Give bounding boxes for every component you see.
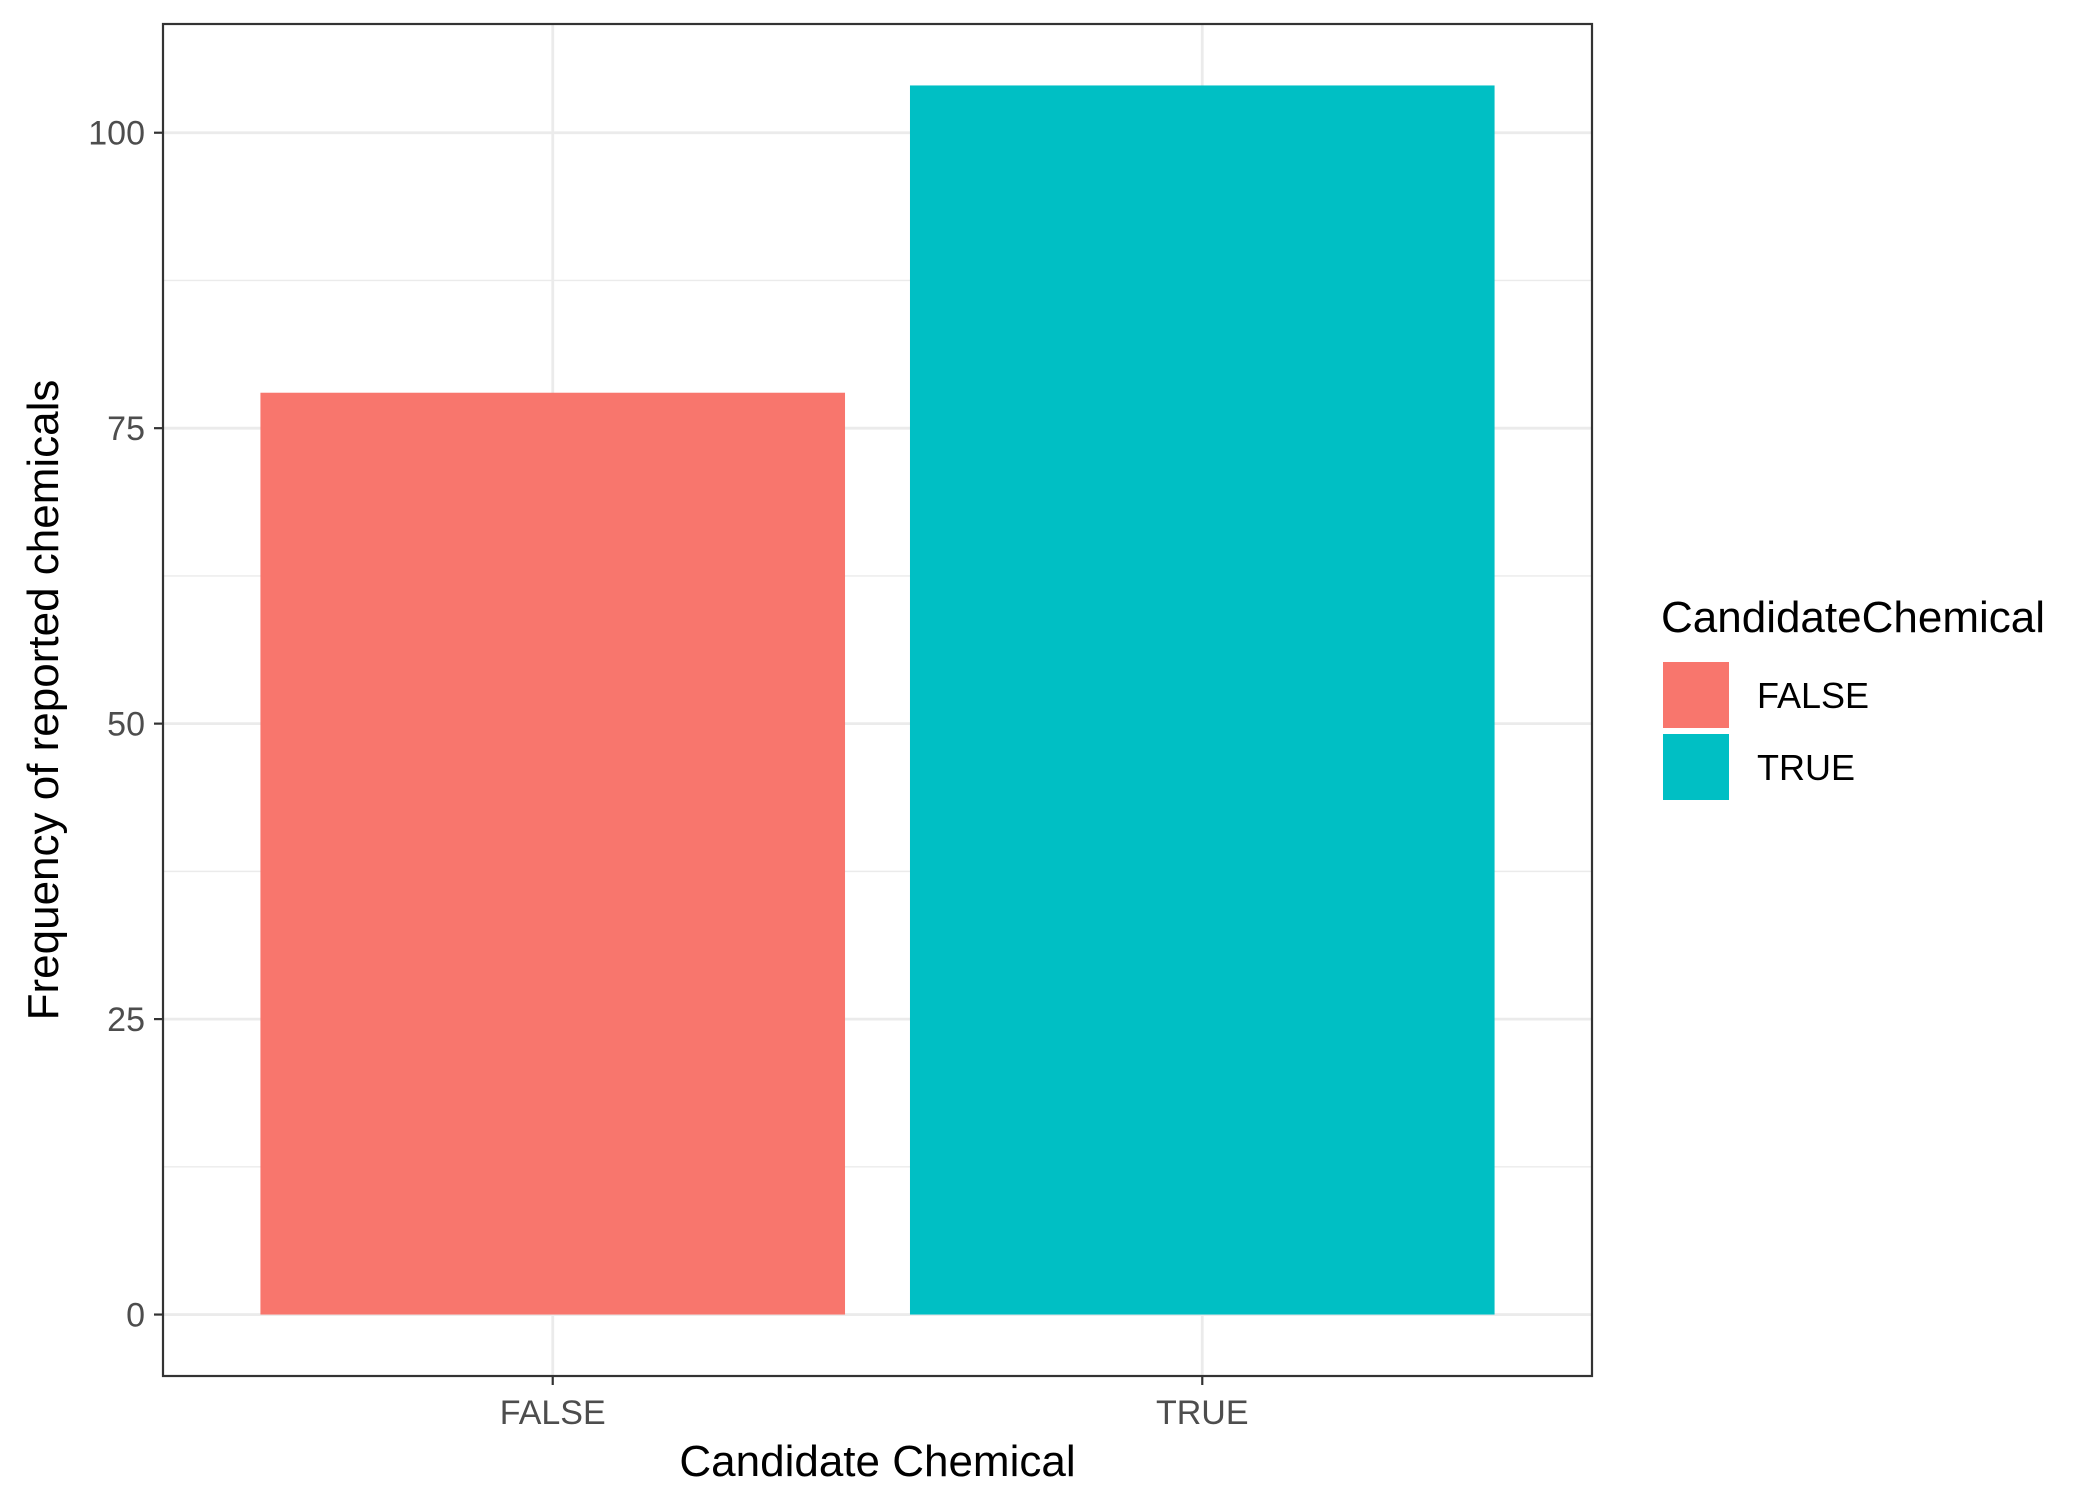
legend-label-false: FALSE <box>1757 675 1869 716</box>
x-tick-label: FALSE <box>500 1394 606 1432</box>
bar-false <box>260 392 846 1315</box>
bars <box>260 85 1495 1315</box>
legend-key-false <box>1663 662 1729 728</box>
x-axis-title: Candidate Chemical <box>679 1437 1075 1486</box>
y-tick-label: 75 <box>107 410 145 448</box>
legend-key-true <box>1663 734 1729 800</box>
legend-label-true: TRUE <box>1757 747 1855 788</box>
legend: CandidateChemical FALSE TRUE <box>1661 593 2045 800</box>
legend-title: CandidateChemical <box>1661 593 2045 642</box>
y-tick-label: 50 <box>107 706 145 744</box>
panel-border <box>161 22 1594 1378</box>
y-tick-label: 25 <box>107 1001 145 1039</box>
y-tick-label: 100 <box>88 115 145 153</box>
y-tick-label: 0 <box>126 1297 145 1335</box>
y-axis-title: Frequency of reported chemicals <box>19 380 68 1021</box>
bar-true <box>909 85 1495 1315</box>
axis-ticks: 0 25 50 75 100 FALSE TRUE <box>88 115 1248 1432</box>
x-tick-label: TRUE <box>1156 1394 1249 1432</box>
